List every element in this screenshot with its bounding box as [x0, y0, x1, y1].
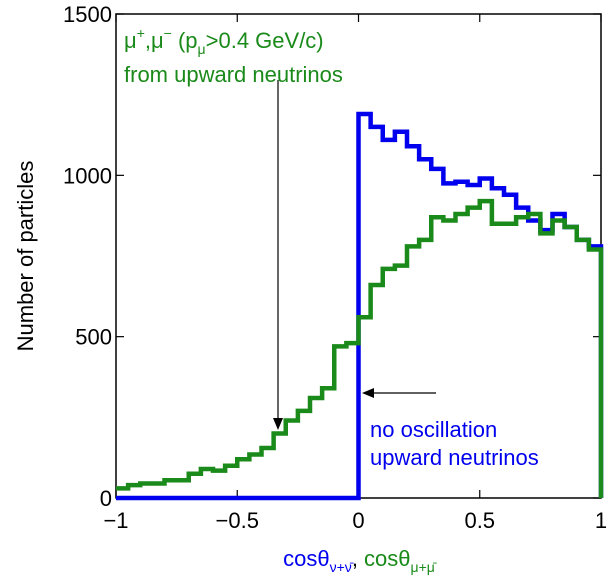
- x-title-cos1: cosθ: [283, 546, 329, 571]
- green-p-open: (p: [172, 28, 198, 53]
- x-title-sub1: ν+ν̄: [330, 559, 354, 575]
- blue-annotation-line2: upward neutrinos: [370, 445, 539, 470]
- y-tick-label: 0: [100, 486, 112, 511]
- tick-labels: −1 −0.5 0 0.5 1 0 500 1000 1500: [63, 2, 607, 533]
- green-p-sub: μ: [198, 41, 206, 57]
- x-tick-label: −0.5: [216, 508, 259, 533]
- x-tick-label: 0.5: [464, 508, 495, 533]
- series-line-no-oscillation: [116, 111, 604, 501]
- arrow-left: [362, 388, 436, 398]
- x-tick-label: 1: [595, 508, 607, 533]
- x-tick-label: 0: [352, 508, 364, 533]
- y-axis-title: Number of particles: [13, 161, 38, 352]
- blue-annotation-line1: no oscillation: [370, 417, 497, 442]
- y-tick-label: 1000: [63, 163, 112, 188]
- x-title-sep: ,: [352, 546, 364, 571]
- green-sup-plus: +: [137, 25, 145, 41]
- x-title-sub2: μ+μ̄: [411, 559, 437, 575]
- y-tick-label: 1500: [63, 2, 112, 27]
- green-p-tail: >0.4 GeV/c): [206, 28, 324, 53]
- x-axis-title: cosθν+ν̄, cosθμ+μ̄: [283, 546, 437, 575]
- x-tick-label: −1: [103, 508, 128, 533]
- arrow-down: [273, 80, 283, 430]
- green-sup-minus: −: [164, 25, 172, 41]
- green-annotation-line1: μ+,μ− (pμ>0.4 GeV/c): [124, 25, 324, 57]
- series-line-muons: [116, 198, 604, 498]
- y-tick-label: 500: [75, 325, 112, 350]
- green-mu-plus: μ: [124, 28, 137, 53]
- x-title-cos2: cosθ: [364, 546, 410, 571]
- green-annotation-line2: from upward neutrinos: [124, 62, 343, 87]
- green-mu-minus: ,μ: [145, 28, 164, 53]
